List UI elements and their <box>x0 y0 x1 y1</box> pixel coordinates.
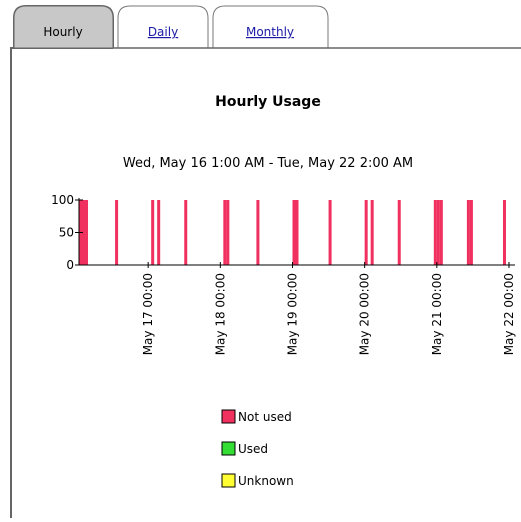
bar <box>370 200 374 265</box>
x-tick-label: May 22 00:00 <box>502 273 516 355</box>
bar <box>502 200 506 265</box>
bar <box>226 200 230 265</box>
x-tick-label: May 20 00:00 <box>358 273 372 355</box>
bar <box>295 200 299 265</box>
y-tick-label: 100 <box>51 193 74 207</box>
x-tick-label: May 19 00:00 <box>285 273 299 355</box>
chart-title: Hourly Usage <box>215 94 321 110</box>
legend-swatch <box>221 441 236 456</box>
x-tick-label: May 21 00:00 <box>430 273 444 355</box>
x-tick-label: May 17 00:00 <box>141 273 155 355</box>
legend-label: Used <box>238 442 268 456</box>
legend-label: Not used <box>238 410 292 424</box>
bar <box>223 200 227 265</box>
legend-swatch <box>221 473 236 488</box>
bar <box>292 200 296 265</box>
bar <box>439 200 443 265</box>
bar <box>151 200 155 265</box>
bar <box>328 200 332 265</box>
legend-label: Unknown <box>238 474 294 488</box>
bar <box>469 200 473 265</box>
tab-label[interactable]: Hourly <box>43 25 82 39</box>
x-tick-label: May 18 00:00 <box>213 273 227 355</box>
y-tick-label: 50 <box>59 226 74 240</box>
bar <box>85 200 89 265</box>
bar <box>436 200 440 265</box>
tab-hourly[interactable] <box>13 5 114 49</box>
bar <box>433 200 437 265</box>
y-tick-label: 0 <box>66 258 74 272</box>
bar <box>157 200 161 265</box>
bar <box>466 200 470 265</box>
tab-label[interactable]: Monthly <box>246 25 294 39</box>
bar <box>364 200 368 265</box>
bar <box>397 200 401 265</box>
chart-subtitle: Wed, May 16 1:00 AM - Tue, May 22 2:00 A… <box>123 156 413 171</box>
bar <box>256 200 260 265</box>
tab-label[interactable]: Daily <box>148 25 178 39</box>
tab-monthly[interactable] <box>212 5 329 48</box>
bar <box>115 200 119 265</box>
legend-swatch <box>221 409 236 424</box>
tab-daily[interactable] <box>117 5 209 48</box>
bar <box>184 200 188 265</box>
bar <box>82 200 86 265</box>
